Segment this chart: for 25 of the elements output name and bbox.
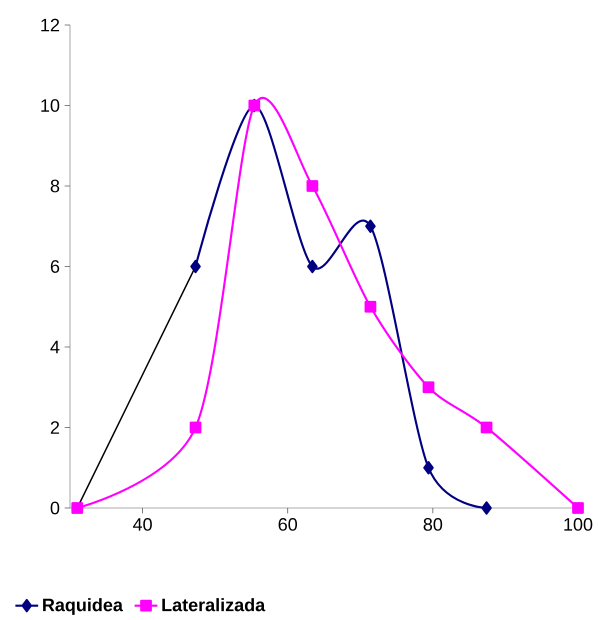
point [306,180,318,192]
y-tick-label: 2 [50,421,60,434]
y-tick-label: 0 [50,502,60,514]
point [423,461,434,474]
point [307,260,318,274]
legend-label: Lateralizada [162,598,266,612]
point [71,502,84,514]
y-tick-label: 6 [50,260,60,273]
y-tick-label: 10 [41,99,60,112]
x-tick-label: 80 [424,518,442,531]
point [422,381,434,394]
y-tick-label: 12 [41,18,60,32]
y-tick-label: 8 [50,180,60,192]
x-tick-label: 100 [564,518,592,531]
point [190,260,201,274]
point [364,300,376,313]
y-tick-label: 4 [50,340,60,354]
point [190,422,202,434]
x-tick-label: 60 [278,518,298,531]
point [365,220,376,233]
point [481,501,492,515]
legend-label: Raquidea [43,598,124,615]
point [480,422,492,434]
point [572,502,584,514]
x-tick-label: 40 [132,518,152,531]
